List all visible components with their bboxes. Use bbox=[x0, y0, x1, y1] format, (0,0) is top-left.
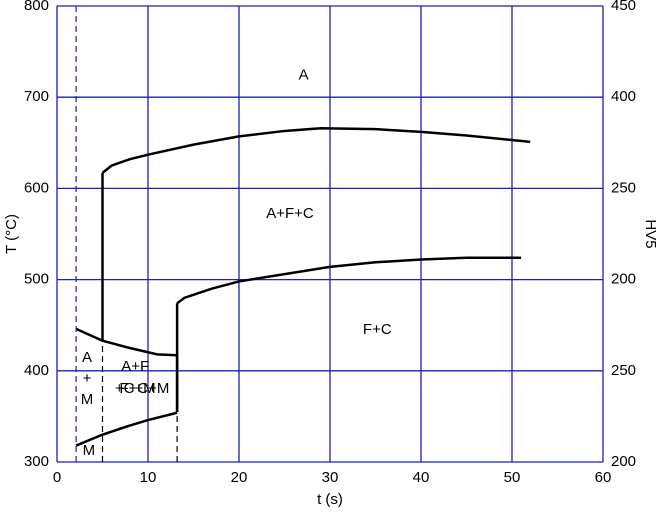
y-tick-label: 300 bbox=[24, 453, 49, 470]
region-label-line: A+F+C bbox=[266, 205, 314, 222]
curve bbox=[75, 411, 178, 447]
region-label: F+C bbox=[363, 321, 392, 338]
curve bbox=[75, 327, 178, 357]
x-tick-label: 20 bbox=[231, 469, 248, 486]
y-tick-label: 600 bbox=[24, 179, 49, 196]
region-label-line: +C+M bbox=[115, 380, 156, 397]
region-label-line: M bbox=[81, 391, 94, 408]
curve bbox=[101, 126, 531, 174]
region-label: A+F+C bbox=[266, 205, 314, 222]
y2-tick-label: 250 bbox=[611, 179, 636, 196]
curve bbox=[176, 256, 522, 305]
y2-axis-label: HV5 bbox=[642, 219, 659, 248]
y-tick-label: 700 bbox=[24, 88, 49, 105]
x-tick-label: 50 bbox=[504, 469, 521, 486]
region-label-line: F+C bbox=[363, 321, 392, 338]
region-label: F+C+M bbox=[119, 380, 169, 397]
region-label: M bbox=[83, 442, 96, 459]
x-tick-label: 60 bbox=[595, 469, 612, 486]
y-tick-label: 800 bbox=[24, 0, 49, 14]
region-label-line: + bbox=[83, 370, 92, 387]
region-label-line: F+C+M bbox=[119, 380, 169, 397]
y2-tick-label: 200 bbox=[611, 453, 636, 470]
x-tick-label: 10 bbox=[140, 469, 157, 486]
x-tick-label: 30 bbox=[322, 469, 339, 486]
x-tick-label: 40 bbox=[413, 469, 430, 486]
y2-tick-label: 200 bbox=[611, 271, 636, 288]
region-label-line: A bbox=[82, 349, 92, 366]
region-label: A+F +C+M bbox=[115, 358, 156, 397]
region-label-line: M bbox=[83, 442, 96, 459]
y-tick-label: 500 bbox=[24, 271, 49, 288]
y2-tick-label: 450 bbox=[611, 0, 636, 14]
y2-tick-label: 400 bbox=[611, 88, 636, 105]
region-label-line: A bbox=[299, 66, 309, 83]
region-label: A bbox=[299, 66, 309, 83]
y-axis-label: T (°C) bbox=[3, 214, 20, 254]
y2-tick-label: 250 bbox=[611, 362, 636, 379]
region-label-line: A+F bbox=[121, 358, 149, 375]
y-tick-label: 400 bbox=[24, 362, 49, 379]
x-axis-label: t (s) bbox=[317, 491, 343, 508]
x-tick-label: 0 bbox=[53, 469, 61, 486]
region-label: A + M bbox=[81, 349, 94, 408]
